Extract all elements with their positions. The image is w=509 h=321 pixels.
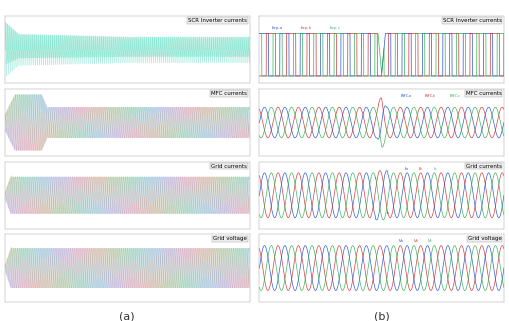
Text: SCR Inverter currents: SCR Inverter currents	[188, 18, 247, 23]
Text: $I_c$: $I_c$	[433, 165, 438, 173]
Text: $I_{MFC,c}$: $I_{MFC,c}$	[449, 92, 461, 100]
Text: MFC currents: MFC currents	[466, 91, 501, 96]
Text: $I_{scp,a}$: $I_{scp,a}$	[271, 24, 282, 33]
Text: $I_a$: $I_a$	[404, 165, 409, 173]
Text: (a): (a)	[120, 311, 135, 321]
Text: (b): (b)	[374, 311, 389, 321]
Text: MFC currents: MFC currents	[211, 91, 247, 96]
Text: $V_c$: $V_c$	[428, 238, 434, 245]
Text: SCR Inverter currents: SCR Inverter currents	[443, 18, 501, 23]
Text: $I_{MFC,a}$: $I_{MFC,a}$	[400, 92, 412, 100]
Text: Grid currents: Grid currents	[211, 164, 247, 169]
Text: $V_b$: $V_b$	[413, 238, 419, 245]
Text: Grid currents: Grid currents	[466, 164, 501, 169]
Text: $I_{scp,b}$: $I_{scp,b}$	[300, 24, 312, 33]
Text: $V_a$: $V_a$	[398, 238, 405, 245]
Text: $I_{scp,c}$: $I_{scp,c}$	[329, 24, 341, 33]
Text: Grid voltage: Grid voltage	[213, 236, 247, 241]
Text: Grid voltage: Grid voltage	[468, 236, 501, 241]
Text: $I_{MFC,b}$: $I_{MFC,b}$	[425, 92, 437, 100]
Text: $I_b$: $I_b$	[418, 165, 423, 173]
